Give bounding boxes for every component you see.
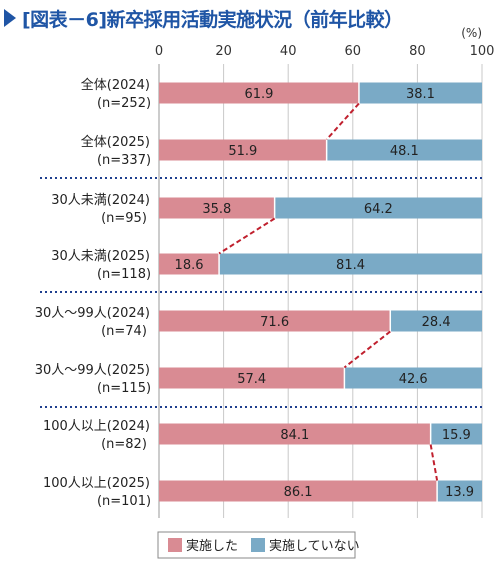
legend-swatch-not-implemented — [251, 538, 265, 552]
category-n-label: (n=101) — [97, 494, 151, 509]
category-label: 30人未満(2025) — [51, 249, 150, 264]
bar-segment-not-implemented — [344, 367, 482, 389]
bar-segment-implemented — [159, 197, 275, 219]
unit-label: (%) — [461, 26, 482, 40]
data-label-implemented: 57.4 — [237, 372, 266, 387]
category-n-label: (n=82) — [101, 437, 147, 452]
bar-segment-not-implemented — [430, 423, 482, 445]
data-label-implemented: 35.8 — [202, 202, 231, 217]
bar-segment-implemented — [159, 253, 220, 275]
chart-title-row: [図表－6]新卒採用活動実施状況（前年比較） — [4, 4, 403, 32]
category-n-label: (n=74) — [101, 324, 147, 339]
bar-segment-implemented — [159, 139, 327, 161]
bar-segment-not-implemented — [274, 197, 482, 219]
x-tick-label: 100 — [470, 44, 495, 59]
bar-segment-not-implemented — [326, 139, 482, 161]
year-comparison-connector — [218, 217, 276, 255]
bar-segment-implemented — [159, 310, 391, 332]
data-label-implemented: 61.9 — [244, 87, 273, 102]
data-label-implemented: 18.6 — [175, 258, 204, 273]
bar-segment-not-implemented — [358, 82, 482, 104]
x-tick-label: 20 — [215, 44, 232, 59]
data-label-implemented: 51.9 — [228, 144, 257, 159]
bar-segment-implemented — [159, 82, 359, 104]
data-label-not-implemented: 81.4 — [336, 258, 365, 273]
bar-segment-implemented — [159, 480, 438, 502]
data-label-not-implemented: 48.1 — [390, 144, 419, 159]
category-n-label: (n=337) — [97, 153, 151, 168]
category-n-label: (n=95) — [101, 211, 147, 226]
data-label-not-implemented: 15.9 — [442, 428, 471, 443]
category-n-label: (n=118) — [97, 267, 151, 282]
data-label-not-implemented: 13.9 — [445, 485, 474, 500]
category-label: 全体(2024) — [81, 77, 150, 93]
x-tick-label: 80 — [409, 44, 426, 59]
year-comparison-connector — [343, 330, 391, 369]
data-label-implemented: 84.1 — [280, 428, 309, 443]
category-n-label: (n=115) — [97, 381, 151, 396]
data-label-implemented: 71.6 — [260, 315, 289, 330]
category-label: 全体(2025) — [81, 134, 150, 150]
bar-segment-implemented — [159, 423, 431, 445]
bar-segment-not-implemented — [437, 480, 482, 502]
data-label-not-implemented: 64.2 — [364, 202, 393, 217]
data-label-not-implemented: 38.1 — [406, 87, 435, 102]
chart-title: [図表－6]新卒採用活動実施状況（前年比較） — [22, 8, 403, 31]
bar-segment-implemented — [159, 367, 345, 389]
legend-label-implemented: 実施した — [186, 538, 238, 554]
category-label: 30人未満(2024) — [51, 193, 150, 208]
title-triangle-icon — [4, 9, 16, 27]
data-label-not-implemented: 28.4 — [422, 315, 451, 330]
category-n-label: (n=252) — [97, 96, 151, 111]
x-tick-label: 0 — [155, 44, 163, 59]
category-label: 30人～99人(2025) — [35, 363, 150, 378]
year-comparison-connector — [429, 444, 439, 481]
data-label-not-implemented: 42.6 — [399, 372, 428, 387]
legend-swatch-implemented — [168, 538, 182, 552]
bar-segment-not-implemented — [219, 253, 482, 275]
year-comparison-connector — [325, 102, 360, 141]
data-label-implemented: 86.1 — [284, 485, 313, 500]
x-tick-label: 60 — [345, 44, 362, 59]
x-tick-label: 40 — [280, 44, 297, 59]
legend-label-not-implemented: 実施していない — [269, 538, 360, 554]
category-label: 100人以上(2025) — [43, 476, 150, 491]
bar-segment-not-implemented — [390, 310, 482, 332]
category-label: 100人以上(2024) — [43, 419, 150, 434]
category-label: 30人～99人(2024) — [35, 306, 150, 321]
